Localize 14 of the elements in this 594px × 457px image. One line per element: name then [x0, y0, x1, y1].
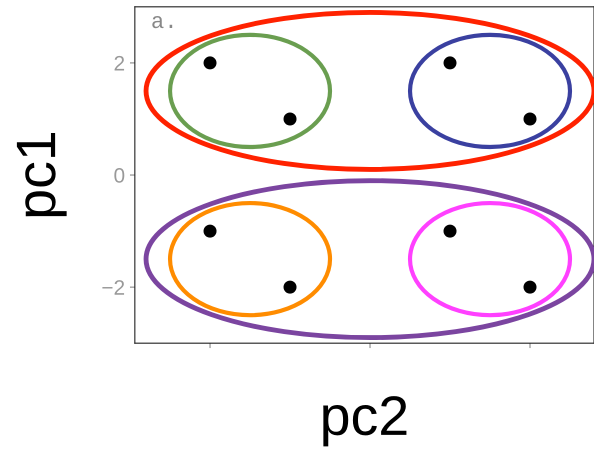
- point: [524, 112, 537, 126]
- point: [444, 56, 457, 70]
- y-tick-label: 2: [114, 56, 124, 70]
- annotation: a.: [152, 16, 172, 28]
- y-tick-label: 0: [114, 168, 124, 183]
- x-axis-title: pc2: [323, 396, 406, 446]
- point: [284, 280, 297, 294]
- point: [204, 224, 217, 238]
- point: [204, 56, 217, 70]
- point: [524, 280, 537, 294]
- point: [444, 224, 457, 238]
- y-tick-label: −2: [102, 280, 124, 295]
- y-axis-title: pc1: [16, 132, 67, 216]
- point: [284, 112, 297, 126]
